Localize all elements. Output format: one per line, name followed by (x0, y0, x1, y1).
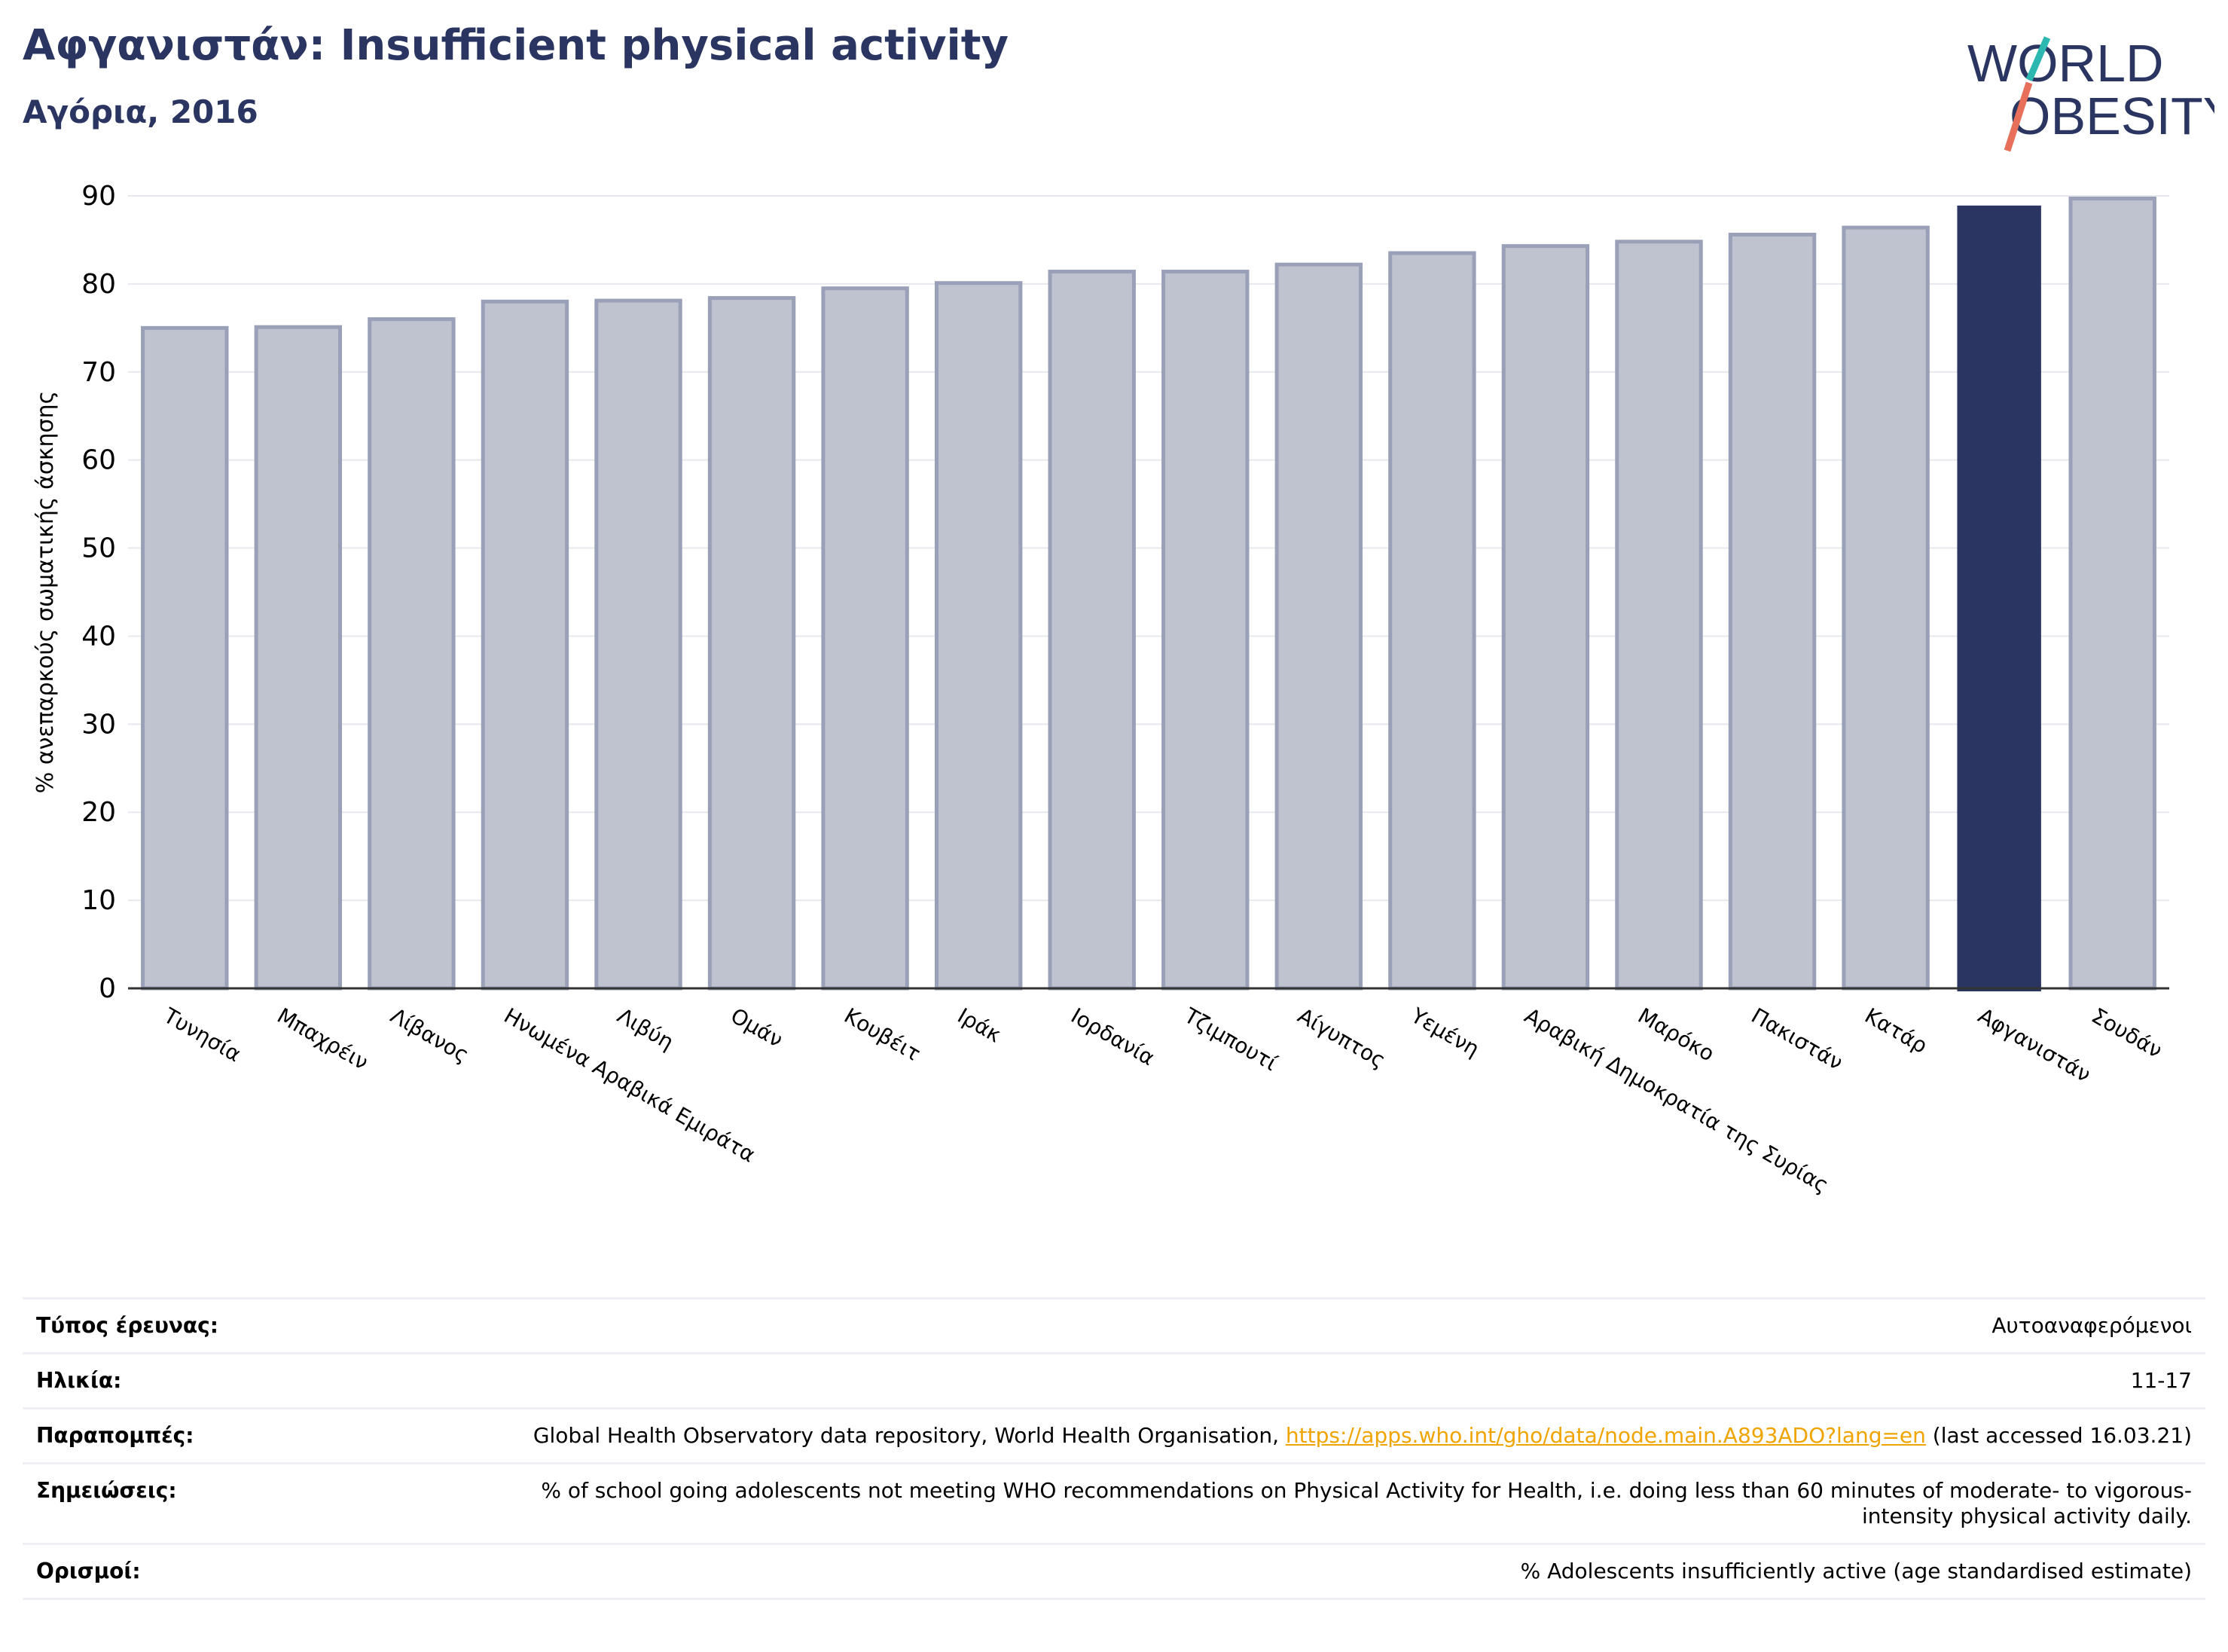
bar-chart: 0 10 20 30 40 50 60 70 80 90 Τυνησία Μπαχρέιν Λίβαν… (32, 181, 2169, 1198)
bar-highlight (1957, 205, 2041, 991)
reference-link[interactable]: https://apps.who.int/gho/data/node.main.… (1285, 1423, 1926, 1448)
bar (934, 281, 1023, 991)
bar (254, 325, 343, 991)
logo-line2: OBESITY (2010, 87, 2214, 145)
info-label: Ηλικία: (23, 1352, 502, 1409)
y-tick-label: 0 (99, 973, 116, 1004)
y-tick-label: 20 (81, 797, 116, 828)
y-tick-label: 60 (81, 445, 116, 476)
x-tick-label: Τζιμπουτί (1180, 1003, 1282, 1076)
bar (368, 317, 456, 991)
x-tick-label: Κουβέιτ (840, 1003, 925, 1066)
x-tick-label: Ιορδανία (1067, 1003, 1158, 1070)
bar (1501, 244, 1590, 991)
x-tick-label: Ιράκ (954, 1003, 1006, 1047)
info-value: % Adolescents insufficiently active (age… (502, 1543, 2205, 1600)
info-row-survey: Τύπος έρευνας: Αυτοαναφερόμενοι (23, 1297, 2205, 1354)
bar (1728, 232, 1817, 991)
reference-accessed: (last accessed 16.03.21) (1925, 1423, 2192, 1448)
x-tick-label: Τυνησία (159, 1003, 246, 1067)
y-tick-label: 70 (81, 357, 116, 388)
x-tick-label: Μαρόκο (1634, 1003, 1719, 1066)
x-tick-label: Μπαχρέιν (273, 1003, 372, 1074)
x-tick-label: Πακιστάν (1747, 1003, 1848, 1075)
world-obesity-logo: WORLD OBESITY (1967, 34, 2214, 152)
info-value-references: Global Health Observatory data repositor… (502, 1407, 2205, 1464)
x-tick-label: Λιβύη (613, 1003, 678, 1055)
x-tick-label: Σουδάν (2087, 1003, 2166, 1063)
y-tick-label: 80 (81, 269, 116, 300)
bar (2068, 197, 2156, 991)
logo-slash-teal (2025, 36, 2051, 81)
bar (1615, 240, 1703, 991)
info-row-notes: Σημειώσεις: % of school going adolescent… (23, 1462, 2205, 1545)
chart-title: Αφγανιστάν: Insufficient physical activi… (23, 21, 1009, 70)
bar (481, 299, 569, 991)
x-tick-label: Ομάν (727, 1003, 788, 1052)
info-value: 11-17 (502, 1352, 2205, 1409)
bar (707, 296, 796, 991)
info-label: Τύπος έρευνας: (23, 1297, 502, 1354)
reference-text: Global Health Observatory data repositor… (533, 1423, 1286, 1448)
y-tick-label: 50 (81, 533, 116, 564)
logo-slash-coral (2004, 81, 2033, 152)
y-tick-label: 30 (81, 709, 116, 740)
x-axis-ticks: Τυνησία Μπαχρέιν Λίβανος Ηνωμένα Αραβικά Εμ… (159, 1003, 2166, 1198)
bar (141, 325, 229, 991)
x-tick-label: Κατάρ (1860, 1003, 1931, 1058)
x-tick-label: Λίβανος (386, 1003, 473, 1067)
info-row-age: Ηλικία: 11-17 (23, 1352, 2205, 1409)
bar (1274, 262, 1363, 991)
info-row-definitions: Ορισμοί: % Adolescents insufficiently ac… (23, 1543, 2205, 1600)
bar (594, 298, 682, 991)
bar (1842, 225, 1930, 991)
y-tick-label: 10 (81, 885, 116, 916)
info-table: Τύπος έρευνας: Αυτοαναφερόμενοι Ηλικία: … (23, 1297, 2205, 1600)
info-label: Σημειώσεις: (23, 1462, 502, 1545)
info-value: Αυτοαναφερόμενοι (502, 1297, 2205, 1354)
bar (1388, 251, 1476, 991)
chart-subtitle: Αγόρια, 2016 (23, 93, 258, 130)
y-axis-label: % ανεπαρκούς σωματικής άσκησης (32, 391, 59, 793)
info-label: Παραπομπές: (23, 1407, 502, 1464)
logo-line1: WORLD (1967, 34, 2164, 93)
y-tick-label: 40 (81, 621, 116, 652)
bar (821, 286, 909, 991)
x-tick-label: Υεμένη (1406, 1003, 1484, 1061)
bars (141, 197, 2156, 991)
x-tick-label: Αφγανιστάν (1974, 1003, 2095, 1087)
info-row-references: Παραπομπές: Global Health Observatory da… (23, 1407, 2205, 1464)
y-axis-ticks: 0 10 20 30 40 50 60 70 80 90 (81, 181, 116, 1004)
info-value: % of school going adolescents not meetin… (502, 1462, 2205, 1545)
info-label: Ορισμοί: (23, 1543, 502, 1600)
bar (1048, 270, 1136, 991)
bar (1161, 270, 1250, 991)
x-tick-label: Αίγυπτος (1293, 1003, 1390, 1073)
y-tick-label: 90 (81, 181, 116, 212)
